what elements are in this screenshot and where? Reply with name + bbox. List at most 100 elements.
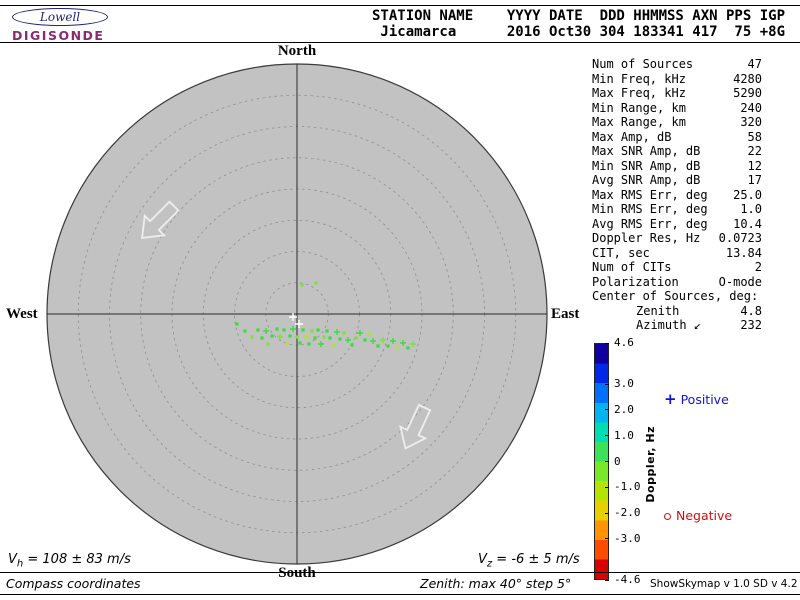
stat-value: 2 [754,260,762,274]
skymap-source-point [338,337,342,341]
vz-subscript: z [486,558,493,570]
stat-value: 4.8 [740,303,762,318]
skymap-source-point [243,329,247,333]
vz-value: = -6 ± 5 m/s [492,552,580,567]
skymap-source-point [260,336,264,340]
skymap-svg [46,63,548,565]
skymap-source-point [277,334,283,340]
negative-marker-icon [664,513,671,520]
skymap-source-point [316,328,320,332]
stat-row: Max RMS Err, deg 25.0 [592,188,762,203]
skymap-source-point [390,338,396,344]
logo-name: Lowell [39,10,81,24]
skymap-source-point [314,281,318,285]
vz-symbol: V [478,552,487,567]
stat-value: 47 [747,57,762,71]
skymap-source-point [345,337,351,343]
stat-row: Avg SNR Amp, dB 17 [592,173,762,188]
stat-row: Min SNR Amp, dB 12 [592,159,762,174]
lowell-logo: Lowell DIGISONDE [12,8,132,43]
points-layer [235,281,416,350]
skymap-source-point [270,334,274,338]
colorbar-tick-label: 2.0 [614,402,634,416]
skymap-source-point [396,345,400,349]
stat-row: Min Range, km 240 [592,101,762,116]
stat-row: Num of Sources 47 [592,57,762,72]
stat-value: O-mode [718,274,762,289]
vertical-velocity-text: Vz = -6 ± 5 m/s [478,552,580,570]
skymap-source-point [310,329,314,333]
stat-row: Center of Sources, deg: [592,289,762,304]
stat-value: 320 [740,115,762,129]
skymap-source-point [250,335,254,339]
header-row-labels: STATION NAME YYYY DATE DDD HHMMSS AXN PP… [372,8,786,24]
colorbar-tick-label: 3.0 [614,377,634,391]
skymap-source-point [313,336,317,340]
stat-value: 4280 [733,71,762,86]
skymap-source-point [376,344,380,348]
stat-value: 1.0 [740,202,762,216]
skymap-source-point [295,335,299,339]
legend-negative: Negative [664,508,732,523]
drift-arrow-nw-icon [141,200,180,239]
center-of-sources-marker [295,320,303,328]
legend-positive: + Positive [664,390,729,408]
logo-oval: Lowell [12,8,108,26]
colorbar-title: Doppler, Hz [644,426,657,503]
colorbar-tick [605,435,609,437]
skymap-source-point [275,327,279,331]
stat-row: Zenith 4.8 [592,304,762,319]
stat-value: 5290 [733,86,762,100]
center-markers-layer [289,313,303,328]
vh-value: = 108 ± 83 m/s [23,552,131,567]
skymap-source-point [285,341,289,345]
stat-value: 22 [747,144,762,158]
skymap-source-point [367,332,371,336]
stats-panel: Num of Sources 47 Min Freq, kHz 4280 Max Fre… [592,57,762,333]
stat-value: 13.84 [725,245,762,260]
compass-label-west: West [6,306,38,322]
stat-label: Num of CITs [592,260,672,274]
version-text: ShowSkymap v 1.0 SD v 4.2 [650,578,798,590]
center-of-sources-marker [289,313,297,321]
horizontal-velocity-text: Vh = 108 ± 83 m/s [8,552,131,570]
stat-row: Max SNR Amp, dB 22 [592,144,762,159]
stat-value: 10.4 [733,216,762,231]
header-band: Lowell DIGISONDE STATION NAME YYYY DATE … [0,5,800,43]
stat-label: Min RMS Err, deg [592,202,708,216]
stat-value: 0.0723 [718,231,762,245]
colorbar-tick [605,538,609,540]
stat-label: Max Amp, dB [592,129,672,144]
stat-label: Polarization [592,274,679,289]
colorbar-tick [605,342,609,344]
stat-row: Max Range, km 320 [592,115,762,130]
stat-row: Doppler Res, Hz 0.0723 [592,231,762,246]
stat-value: 25.0 [733,187,762,202]
skymap-source-point [342,331,346,335]
skymap-source-point [303,334,309,340]
stat-label: Avg SNR Amp, dB [592,173,701,187]
skymap-source-point [298,341,302,345]
stat-label: Max Freq, kHz [592,86,686,100]
drift-arrow-se-icon [399,403,432,450]
skymap-source-point [363,338,367,342]
skymap-source-point [354,336,358,340]
stat-row: Max Freq, kHz 5290 [592,86,762,101]
stat-value: 240 [740,100,762,115]
stat-label: Min SNR Amp, dB [592,158,701,173]
stat-label: Zenith [636,303,680,318]
skymap-source-point [300,283,304,287]
skymap-source-point [386,344,390,348]
colorbar-tick [605,461,609,462]
colorbar-tick [605,383,609,385]
skymap-source-point [380,337,386,343]
colorbar-tick-label: -1.0 [614,480,641,494]
skymap-source-point [328,336,332,340]
skymap-source-point [301,328,305,332]
skymap-source-point [235,322,239,326]
vh-symbol: V [8,552,17,567]
stat-value: 17 [747,173,762,187]
stat-label: Doppler Res, Hz [592,231,701,245]
stat-label: Num of Sources [592,57,694,71]
stat-label: Avg RMS Err, deg [592,216,708,231]
